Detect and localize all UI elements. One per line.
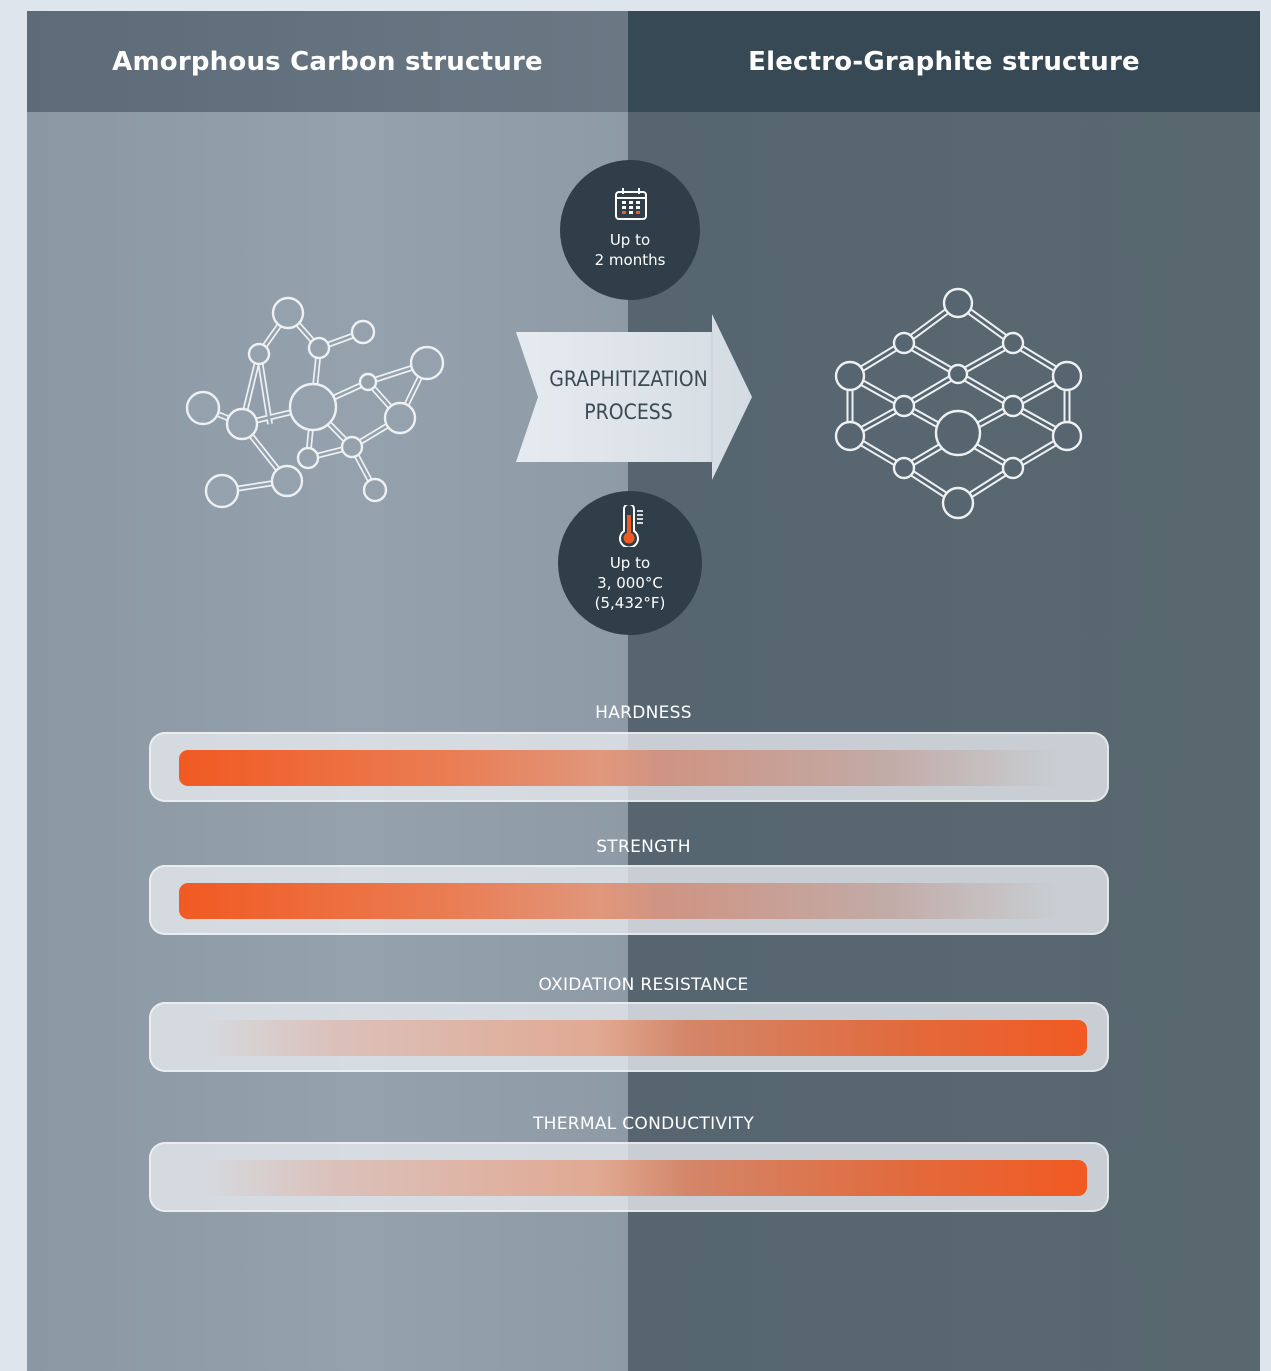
electro-graphite-title: Electro-Graphite structure bbox=[628, 11, 1260, 112]
process-line-2: PROCESS bbox=[584, 400, 673, 424]
thermometer-icon bbox=[619, 505, 643, 547]
amorphous-carbon-title: Amorphous Carbon structure bbox=[27, 11, 628, 112]
thermal-conductivity-fill bbox=[199, 1160, 1087, 1196]
temperature-line-1: Up to bbox=[609, 554, 651, 572]
duration-line-2: 2 months bbox=[594, 251, 666, 269]
hardness-bar bbox=[149, 732, 1109, 802]
duration-line-1: Up to bbox=[609, 231, 651, 249]
process-line-1: GRAPHITIZATION bbox=[549, 367, 708, 391]
thermal-conductivity-bar bbox=[149, 1142, 1109, 1212]
process-arrow bbox=[516, 314, 752, 480]
thermal-conductivity-label: THERMAL CONDUCTIVITY bbox=[532, 1114, 755, 1134]
hardness-fill bbox=[179, 750, 1059, 786]
oxidation-resistance-fill bbox=[199, 1020, 1087, 1056]
graphitization-process-label: GRAPHITIZATION PROCESS bbox=[536, 363, 721, 429]
infographic: Amorphous Carbon structure Electro-Graph… bbox=[27, 11, 1260, 1371]
calendar-icon bbox=[615, 188, 647, 220]
amorphous-carbon-molecule-icon bbox=[185, 296, 445, 509]
strength-label: STRENGTH bbox=[596, 837, 691, 857]
hardness-label: HARDNESS bbox=[595, 703, 692, 723]
oxidation-resistance-label: OXIDATION RESISTANCE bbox=[538, 975, 749, 995]
strength-bar bbox=[149, 865, 1109, 935]
graphite-lattice-icon bbox=[834, 287, 1083, 520]
strength-fill bbox=[179, 883, 1059, 919]
temperature-badge: Up to 3, 000°C (5,432°F) bbox=[558, 491, 702, 635]
oxidation-resistance-bar bbox=[149, 1002, 1109, 1072]
temperature-line-3: (5,432°F) bbox=[594, 594, 666, 612]
temperature-line-2: 3, 000°C bbox=[597, 574, 663, 592]
duration-badge: Up to 2 months bbox=[560, 160, 700, 300]
